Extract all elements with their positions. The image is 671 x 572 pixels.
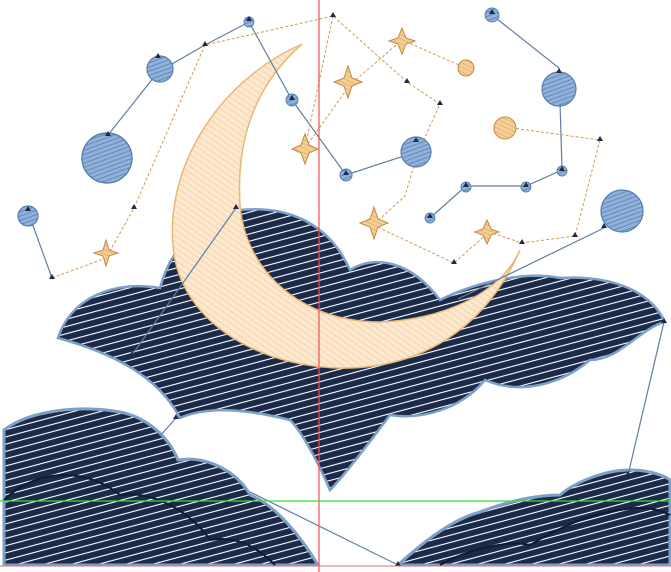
lower-right-cloud-inner-contour [439, 506, 671, 566]
jump-stitch-blue-d [131, 207, 237, 356]
star-2[interactable] [332, 64, 364, 100]
lower-left-cloud-inner-contour [3, 474, 276, 566]
star-8[interactable] [493, 116, 517, 140]
jump-stitch-blue-g [249, 491, 399, 566]
jump-stitch-blue-h [455, 227, 605, 301]
planet-group [17, 7, 644, 233]
jump-stitch-blue-e [627, 321, 665, 476]
jump-stitch-orange-b [304, 15, 467, 149]
star-group [92, 26, 517, 268]
star-4[interactable] [358, 205, 390, 241]
planet-7[interactable] [484, 7, 500, 23]
stitch-markers [25, 9, 667, 566]
planet-2[interactable] [81, 132, 133, 184]
lower-left-cloud[interactable] [2, 407, 321, 567]
jump-stitch-blue-b [107, 21, 417, 176]
jump-stitch-blue-f [159, 417, 177, 437]
planet-5[interactable] [541, 71, 577, 107]
lower-right-cloud[interactable] [394, 468, 671, 567]
jump-stitch-blue-c [429, 14, 563, 219]
planet-3[interactable] [146, 55, 174, 83]
star-3[interactable] [290, 132, 320, 166]
star-5[interactable] [473, 218, 501, 246]
star-1[interactable] [387, 26, 417, 56]
jump-stitch-orange-a [51, 15, 601, 279]
planet-6[interactable] [600, 189, 644, 233]
crescent-moon[interactable] [171, 43, 521, 369]
star-6[interactable] [92, 238, 120, 268]
star-7[interactable] [457, 59, 475, 77]
